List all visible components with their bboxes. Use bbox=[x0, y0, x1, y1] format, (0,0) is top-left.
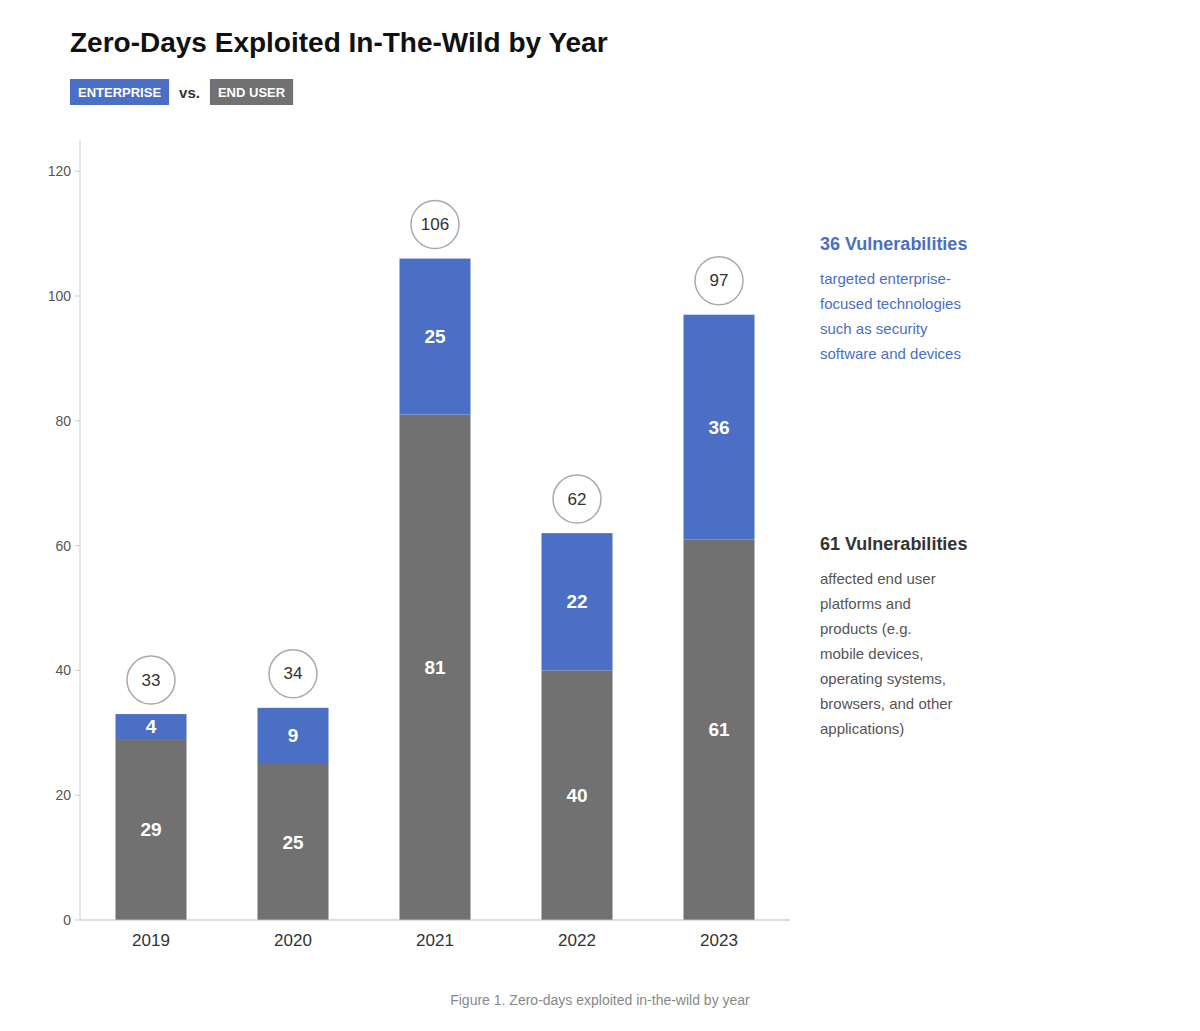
y-tick-label: 100 bbox=[48, 288, 72, 304]
bar bbox=[400, 415, 471, 920]
y-tick bbox=[75, 670, 80, 671]
total-circle bbox=[127, 656, 175, 704]
annotations: 36 Vulnerabilities targeted enterprise-fo… bbox=[820, 234, 967, 737]
x-tick-label: 2023 bbox=[700, 931, 738, 950]
annotation-line: such as security bbox=[820, 320, 928, 337]
x-tick-label: 2021 bbox=[416, 931, 454, 950]
bar bbox=[116, 714, 187, 739]
total-circle bbox=[411, 201, 459, 249]
bar bbox=[542, 533, 613, 670]
data-label: 4 bbox=[146, 716, 157, 737]
total-label: 62 bbox=[568, 490, 587, 509]
y-tick bbox=[75, 920, 80, 921]
total-circle bbox=[553, 475, 601, 523]
y-tick-label: 20 bbox=[55, 787, 71, 803]
bar bbox=[116, 739, 187, 920]
subtitle: vs. bbox=[179, 84, 200, 101]
data-label: 29 bbox=[140, 819, 161, 840]
y-tick bbox=[75, 545, 80, 546]
y-axis: 0 20 40 60 80 100 120 bbox=[48, 163, 80, 928]
legend-swatch bbox=[210, 79, 293, 105]
annotation-line: platforms and bbox=[820, 595, 911, 612]
y-tick-label: 40 bbox=[55, 662, 71, 678]
bar bbox=[684, 315, 755, 540]
annotation-line: affected end user bbox=[820, 570, 936, 587]
y-tick bbox=[75, 795, 80, 796]
caption: Figure 1. Zero-days exploited in-the-wil… bbox=[450, 992, 750, 1008]
title: Zero-Days Exploited In-The-Wild by Year bbox=[70, 27, 608, 58]
chart: Zero-Days Exploited In-The-Wild by Year E… bbox=[0, 0, 1200, 1031]
y-axis-line bbox=[80, 140, 81, 920]
x-axis: 2019 2020 2021 2022 2023 bbox=[132, 931, 738, 950]
annotation-title: 36 Vulnerabilities bbox=[820, 234, 967, 254]
totals: 33 34 106 62 97 bbox=[127, 201, 743, 705]
x-tick-label: 2020 bbox=[274, 931, 312, 950]
annotation-line: mobile devices, bbox=[820, 645, 923, 662]
annotation-text: targeted enterprise-focused technologies… bbox=[820, 270, 961, 362]
legend-swatch bbox=[70, 79, 169, 105]
legend-label: ENTERPRISE bbox=[78, 85, 161, 100]
y-tick-label: 0 bbox=[63, 912, 71, 928]
bar bbox=[258, 764, 329, 920]
annotation-line: focused technologies bbox=[820, 295, 961, 312]
y-tick-label: 80 bbox=[55, 413, 71, 429]
annotation-line: software and devices bbox=[820, 345, 961, 362]
annotation-line: operating systems, bbox=[820, 670, 946, 687]
data-label: 36 bbox=[708, 417, 729, 438]
data-label: 22 bbox=[566, 591, 587, 612]
annotation-line: applications) bbox=[820, 720, 904, 737]
annotation-line: targeted enterprise- bbox=[820, 270, 951, 287]
total-label: 106 bbox=[421, 215, 449, 234]
data-label: 40 bbox=[566, 785, 587, 806]
y-tick-label: 120 bbox=[48, 163, 72, 179]
y-tick bbox=[75, 420, 80, 421]
annotation-title: 61 Vulnerabilities bbox=[820, 534, 967, 554]
total-circle bbox=[695, 257, 743, 305]
legend-label: END USER bbox=[218, 85, 286, 100]
bars bbox=[116, 259, 755, 920]
data-label: 25 bbox=[424, 326, 446, 347]
data-labels: 29 25 81 40 61 4 9 25 22 36 bbox=[140, 326, 730, 852]
annotation-text: affected end user platforms and products (… bbox=[820, 570, 953, 737]
total-label: 97 bbox=[710, 271, 729, 290]
legend: ENTERPRISE vs. END USER bbox=[70, 79, 293, 105]
x-axis-line bbox=[80, 920, 790, 921]
total-circle bbox=[269, 650, 317, 698]
y-tick bbox=[75, 171, 80, 172]
data-label: 61 bbox=[708, 719, 730, 740]
data-label: 9 bbox=[288, 725, 299, 746]
data-label: 81 bbox=[424, 657, 446, 678]
annotation-line: browsers, and other bbox=[820, 695, 953, 712]
total-label: 34 bbox=[284, 664, 303, 683]
x-tick-label: 2022 bbox=[558, 931, 596, 950]
bar bbox=[258, 708, 329, 764]
x-tick-label: 2019 bbox=[132, 931, 170, 950]
y-tick-label: 60 bbox=[55, 538, 71, 554]
bar bbox=[542, 670, 613, 920]
data-label: 25 bbox=[282, 832, 304, 853]
bar bbox=[684, 539, 755, 920]
y-tick bbox=[75, 296, 80, 297]
annotation-line: products (e.g. bbox=[820, 620, 912, 637]
total-label: 33 bbox=[142, 671, 161, 690]
bar bbox=[400, 259, 471, 415]
